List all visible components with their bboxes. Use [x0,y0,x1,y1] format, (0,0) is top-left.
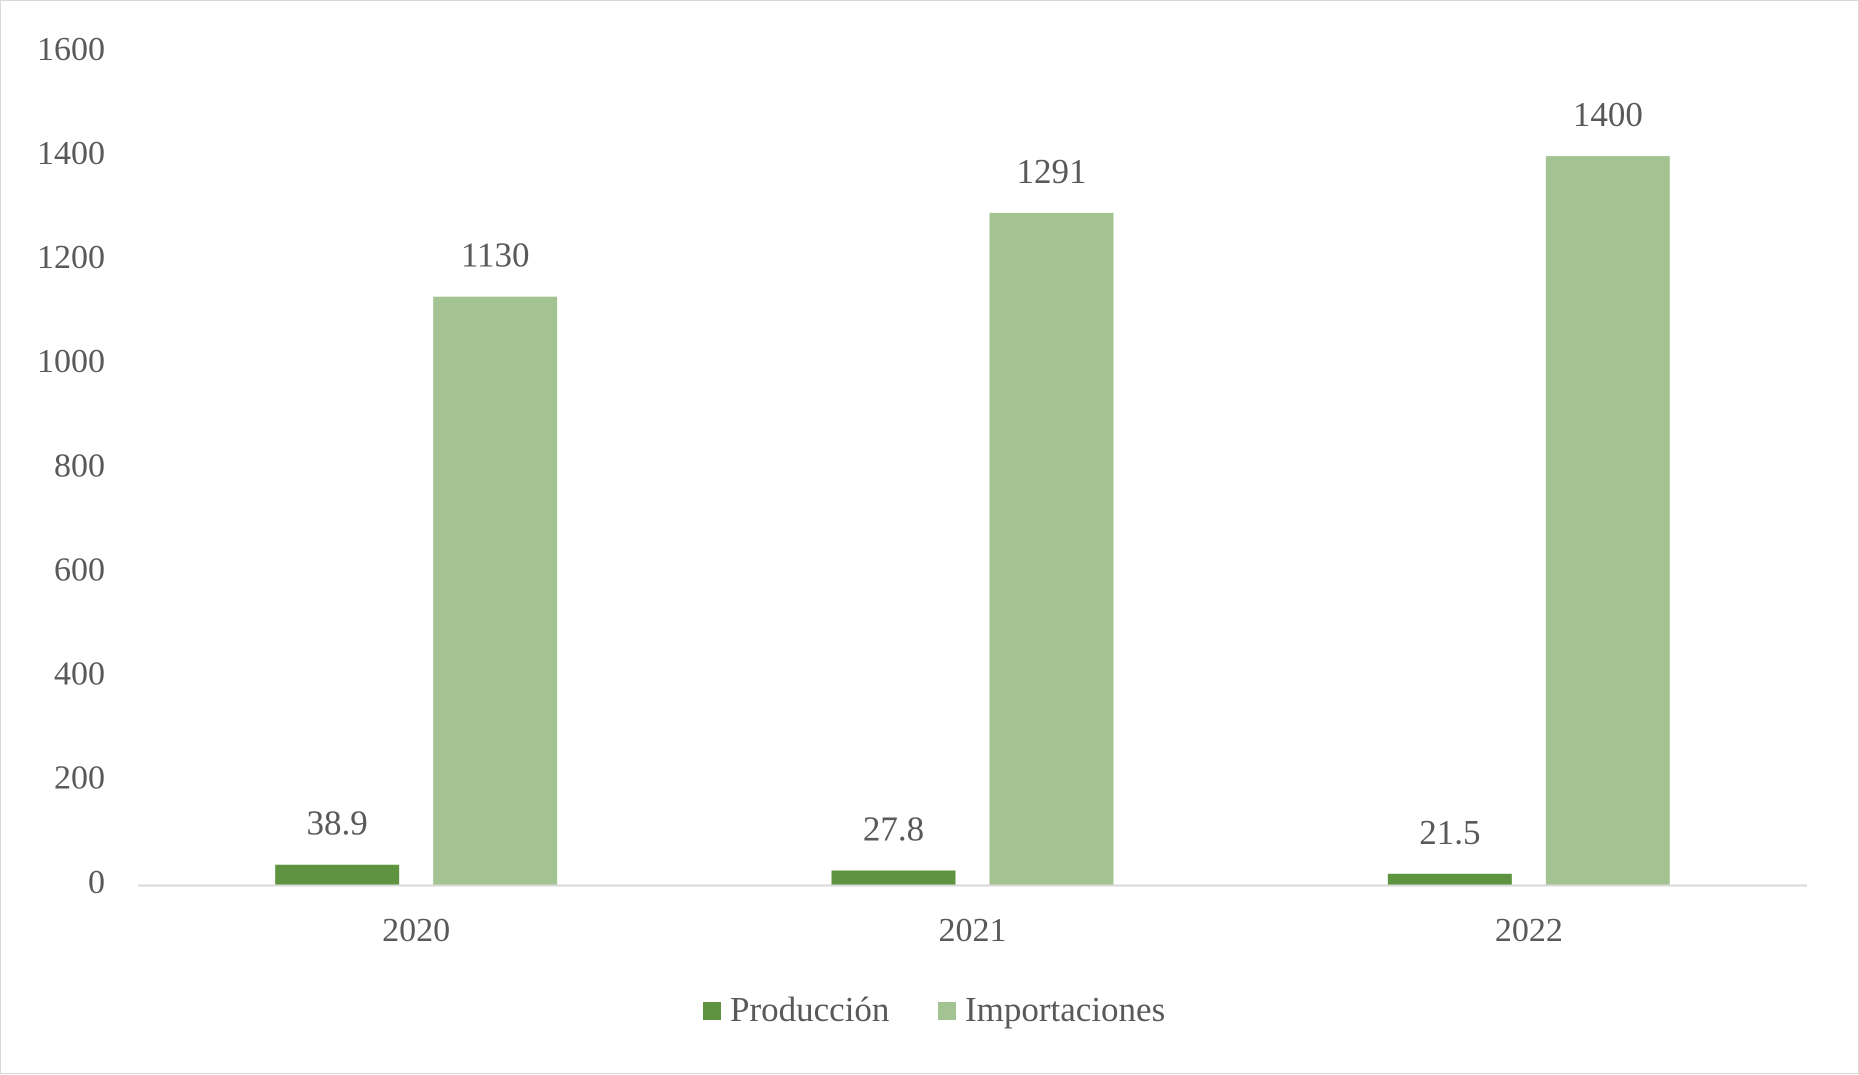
bar-producción-2020 [275,864,400,885]
y-tick-label-400: 400 [54,656,105,693]
legend-swatch-importaciones [938,1002,956,1020]
bar-importaciones-2020 [433,296,558,886]
bar-producción-2022 [1387,873,1512,885]
legend-label-producción: Producción [730,990,889,1029]
y-tick-label-200: 200 [54,760,105,797]
bars [275,156,1670,886]
y-tick-label-1200: 1200 [37,239,105,276]
x-axis-tick-labels: 2020 2021 2022 [382,912,1563,949]
x-tick-label-2022: 2022 [1495,912,1563,949]
data-labels: 38.9 1130 27.8 1291 21.5 1400 [307,95,1643,852]
data-label-producción-2020: 38.9 [307,804,368,843]
y-axis-tick-labels: 0 200 400 600 800 1000 1200 1400 1600 [37,31,105,901]
data-label-producción-2021: 27.8 [863,810,924,849]
legend-label-importaciones: Importaciones [965,990,1165,1029]
y-tick-label-1400: 1400 [37,135,105,172]
y-tick-label-800: 800 [54,447,105,484]
y-tick-label-1000: 1000 [37,343,105,380]
data-label-importaciones-2022: 1400 [1573,95,1643,134]
data-label-importaciones-2020: 1130 [461,236,530,275]
data-label-importaciones-2021: 1291 [1017,152,1087,191]
data-label-producción-2022: 21.5 [1419,813,1480,852]
y-tick-label-600: 600 [54,551,105,588]
legend: Producción Importaciones [703,990,1165,1029]
y-tick-label-1600: 1600 [37,31,105,68]
legend-swatch-producción [703,1002,721,1020]
bar-producción-2021 [831,870,956,885]
bar-importaciones-2021 [989,212,1114,886]
x-tick-label-2020: 2020 [382,912,450,949]
y-tick-label-0: 0 [88,864,105,901]
x-tick-label-2021: 2021 [939,912,1007,949]
bar-importaciones-2022 [1545,156,1670,885]
